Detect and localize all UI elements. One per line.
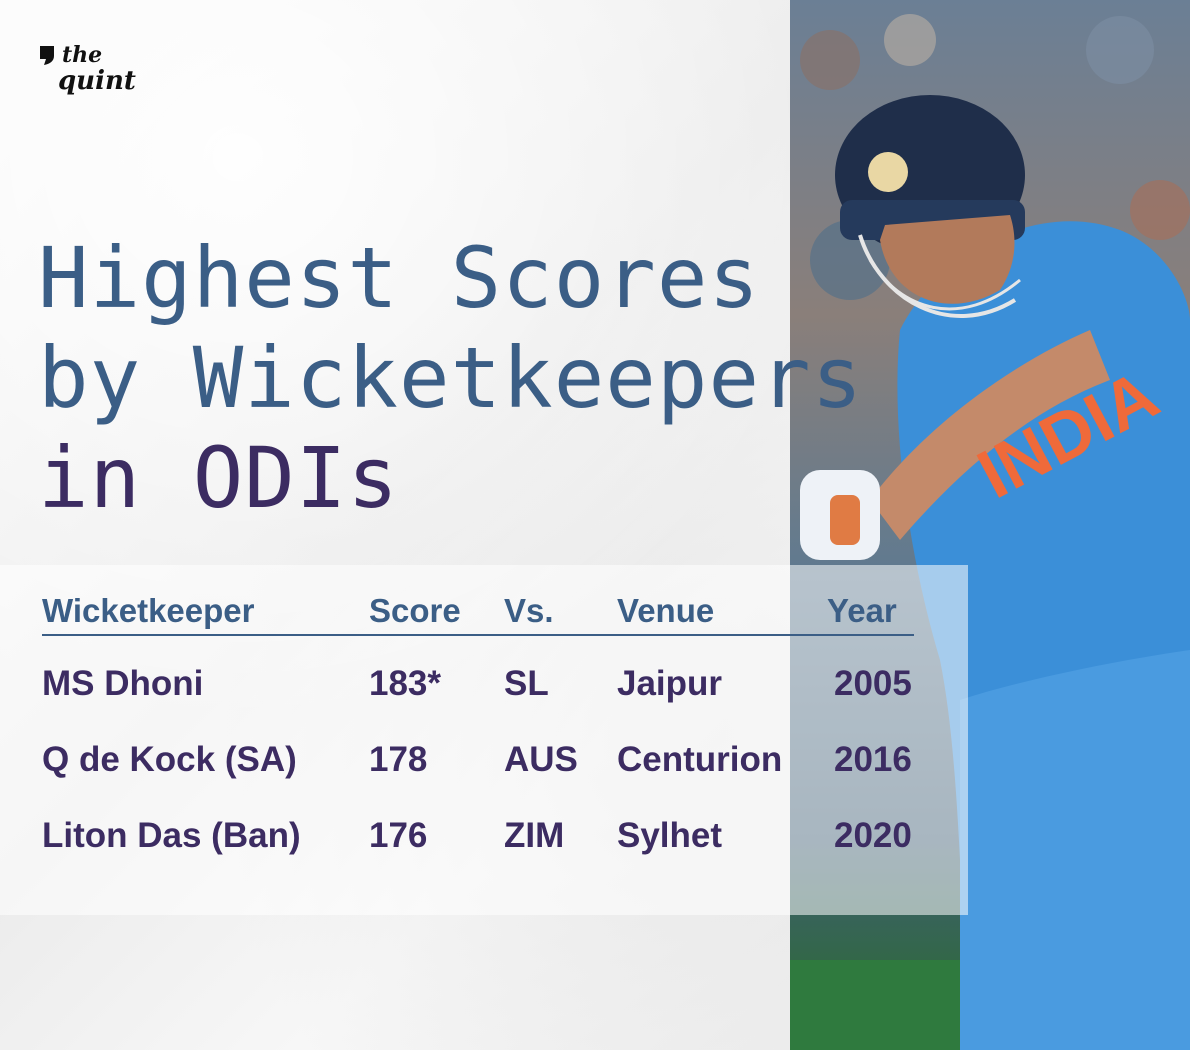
cell-keeper: Q de Kock (SA) xyxy=(42,740,297,779)
table-row: Liton Das (Ban) 176 ZIM Sylhet 2020 xyxy=(42,788,942,864)
brand-line-2: quint xyxy=(58,66,136,96)
page-title: Highest Scores by Wicketkeepers in ODIs xyxy=(38,228,863,528)
cell-score: 183* xyxy=(369,664,442,703)
cell-score: 178 xyxy=(369,740,428,779)
cell-vs: AUS xyxy=(504,740,578,779)
cell-vs: SL xyxy=(504,664,549,703)
cell-venue: Centurion xyxy=(617,740,783,779)
brand-logo: the quint xyxy=(38,42,138,102)
header-vs: Vs. xyxy=(504,592,554,629)
cell-keeper: MS Dhoni xyxy=(42,664,204,703)
title-line-2: by Wicketkeepers xyxy=(38,329,864,427)
cell-score: 176 xyxy=(369,816,428,855)
header-year: Year xyxy=(827,592,897,629)
quote-mark-icon xyxy=(40,46,54,65)
cell-keeper: Liton Das (Ban) xyxy=(42,816,301,855)
table-card xyxy=(0,565,968,915)
cell-year: 2020 xyxy=(834,816,912,855)
cell-venue: Sylhet xyxy=(617,816,723,855)
table-row: Q de Kock (SA) 178 AUS Centurion 2016 xyxy=(42,712,942,788)
header-venue: Venue xyxy=(617,592,715,629)
table-row: MS Dhoni 183* SL Jaipur 2005 xyxy=(42,636,942,712)
title-line-1: Highest Scores xyxy=(38,229,761,327)
table-header: Wicketkeeper Score Vs. Venue Year xyxy=(42,590,914,636)
cell-venue: Jaipur xyxy=(617,664,723,703)
cricketer-photo: INDIA xyxy=(790,0,1190,1050)
cell-vs: ZIM xyxy=(504,816,565,855)
scores-table: Wicketkeeper Score Vs. Venue Year MS Dho… xyxy=(42,590,942,864)
brand-line-1: the xyxy=(62,42,103,68)
header-score: Score xyxy=(369,592,461,629)
cell-year: 2016 xyxy=(834,740,912,779)
cell-year: 2005 xyxy=(834,664,912,703)
title-line-3: in ODIs xyxy=(38,429,400,527)
header-wicketkeeper: Wicketkeeper xyxy=(42,592,255,629)
